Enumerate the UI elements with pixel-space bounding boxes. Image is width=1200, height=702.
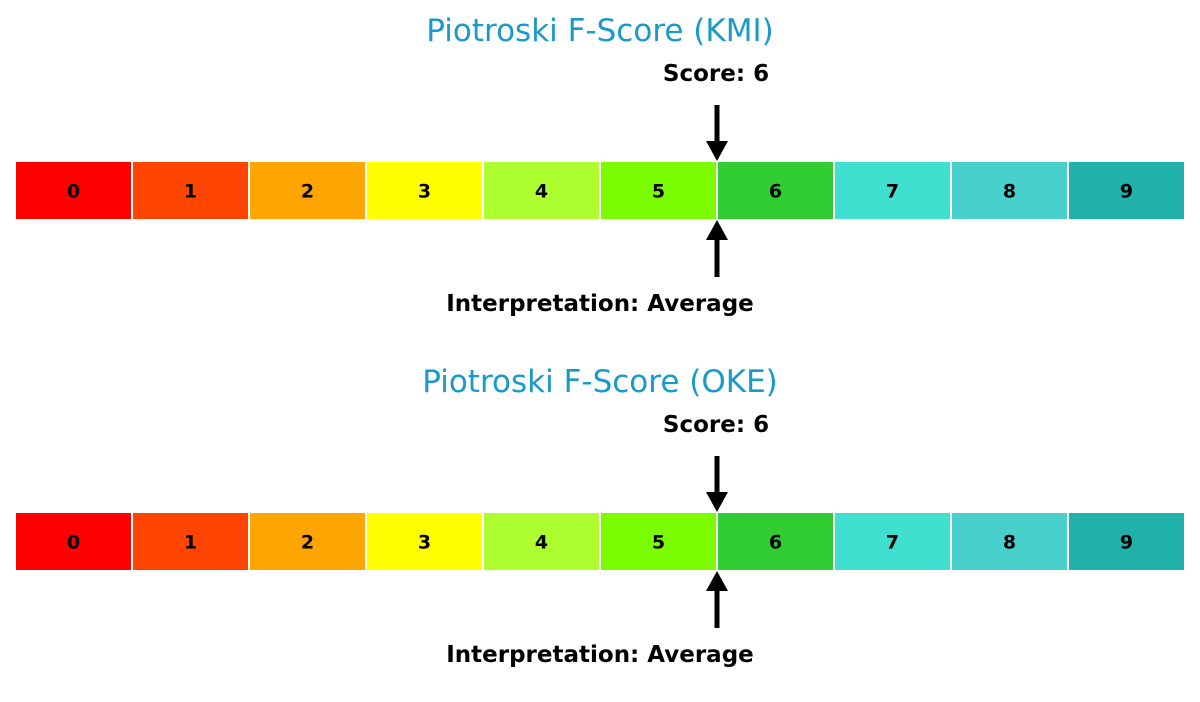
segment-5 bbox=[599, 160, 718, 221]
arrow-up-head bbox=[706, 571, 728, 591]
gauge-title: Piotroski F-Score (KMI) bbox=[426, 13, 773, 49]
gauge-oke: Piotroski F-Score (OKE) Score: 6 0 1 2 3 4 5 6… bbox=[14, 364, 1186, 668]
score-label: Score: 6 bbox=[663, 412, 769, 438]
segment-7 bbox=[833, 160, 952, 221]
segment-5 bbox=[599, 511, 718, 572]
gauge-bar: 0 1 2 3 4 5 6 7 8 9 bbox=[14, 160, 1186, 221]
interpretation-label: Interpretation: Average bbox=[446, 291, 754, 317]
segment-label-3: 3 bbox=[418, 532, 431, 554]
segment-6 bbox=[716, 160, 835, 221]
segment-2 bbox=[248, 160, 367, 221]
segment-1 bbox=[131, 160, 250, 221]
score-arrow-down bbox=[706, 456, 728, 512]
arrow-down-head bbox=[706, 492, 728, 512]
segment-label-0: 0 bbox=[67, 181, 80, 203]
segment-label-0: 0 bbox=[67, 532, 80, 554]
segment-0 bbox=[14, 160, 133, 221]
arrow-up-head bbox=[706, 220, 728, 240]
segment-8 bbox=[950, 160, 1069, 221]
segment-6 bbox=[716, 511, 835, 572]
segment-3 bbox=[365, 511, 484, 572]
segment-label-8: 8 bbox=[1003, 532, 1016, 554]
segment-label-9: 9 bbox=[1120, 181, 1133, 203]
segment-1 bbox=[131, 511, 250, 572]
segment-label-1: 1 bbox=[184, 181, 197, 203]
gauge-kmi: Piotroski F-Score (KMI) Score: 6 0 1 2 3 4 5 6… bbox=[14, 13, 1186, 317]
interpretation-label: Interpretation: Average bbox=[446, 642, 754, 668]
segment-label-3: 3 bbox=[418, 181, 431, 203]
segment-label-7: 7 bbox=[886, 181, 899, 203]
segment-label-6: 6 bbox=[769, 532, 782, 554]
segment-4 bbox=[482, 160, 601, 221]
segment-9 bbox=[1067, 511, 1186, 572]
segment-label-4: 4 bbox=[535, 181, 548, 203]
segment-label-2: 2 bbox=[301, 181, 314, 203]
score-label: Score: 6 bbox=[663, 61, 769, 87]
gauge-title: Piotroski F-Score (OKE) bbox=[422, 364, 778, 400]
arrow-down-head bbox=[706, 141, 728, 161]
score-arrow-up bbox=[706, 571, 728, 628]
segment-9 bbox=[1067, 160, 1186, 221]
segment-label-6: 6 bbox=[769, 181, 782, 203]
segment-label-5: 5 bbox=[652, 181, 665, 203]
segment-0 bbox=[14, 511, 133, 572]
gauge-bar: 0 1 2 3 4 5 6 7 8 9 bbox=[14, 511, 1186, 572]
segment-label-4: 4 bbox=[535, 532, 548, 554]
segment-label-5: 5 bbox=[652, 532, 665, 554]
score-arrow-up bbox=[706, 220, 728, 277]
segment-label-1: 1 bbox=[184, 532, 197, 554]
segment-label-9: 9 bbox=[1120, 532, 1133, 554]
score-arrow-down bbox=[706, 105, 728, 161]
segment-label-7: 7 bbox=[886, 532, 899, 554]
segment-label-2: 2 bbox=[301, 532, 314, 554]
segment-label-8: 8 bbox=[1003, 181, 1016, 203]
segment-4 bbox=[482, 511, 601, 572]
